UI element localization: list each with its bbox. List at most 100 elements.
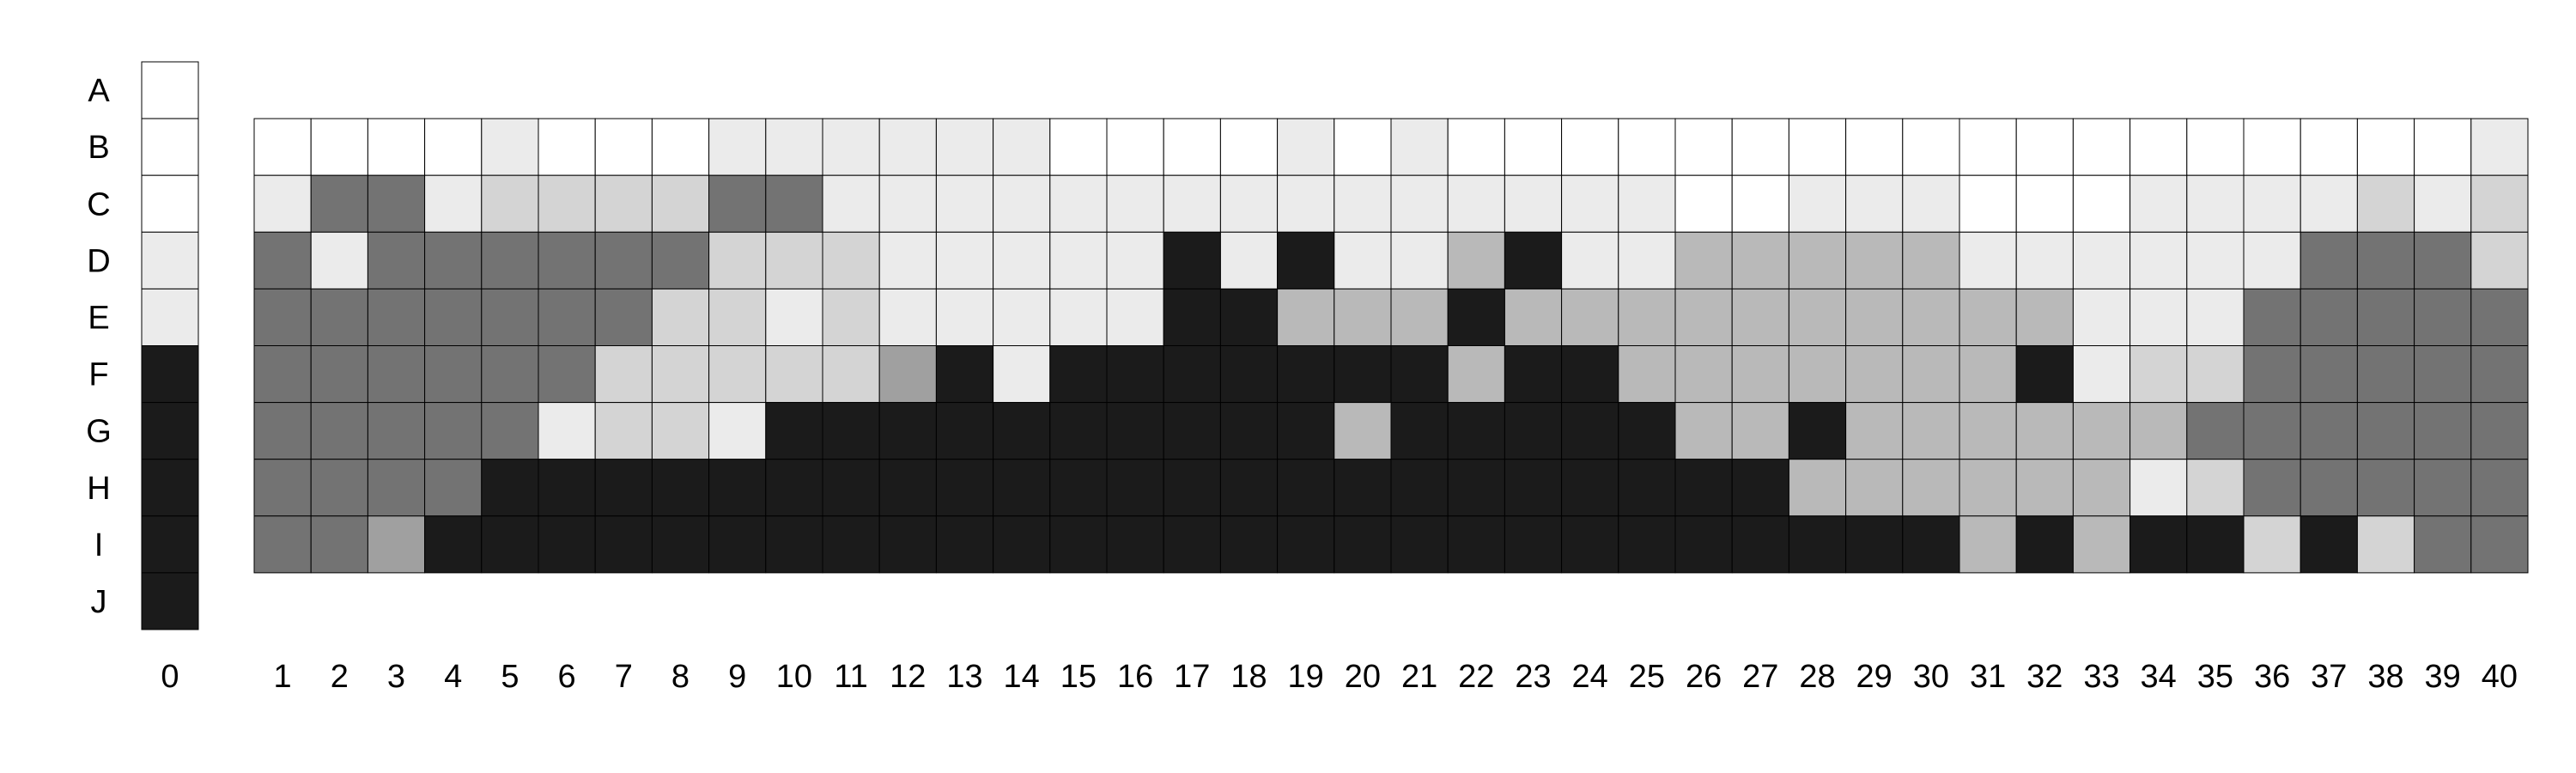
- heatmap-cell-C-40: [2470, 174, 2529, 233]
- heatmap-cell-G-40: [2470, 402, 2529, 460]
- col-label-7: 7: [615, 659, 633, 695]
- col-label-35: 35: [2197, 659, 2233, 695]
- heatmap-cell-C-1: [253, 174, 312, 233]
- heatmap-cell-D-39: [2414, 231, 2472, 289]
- heatmap-cell-E-23: [1504, 288, 1563, 346]
- heatmap-cell-C-17: [1163, 174, 1221, 233]
- heatmap-cell-E-36: [2243, 288, 2301, 346]
- col-label-19: 19: [1288, 659, 1324, 695]
- row-label-D: D: [87, 243, 110, 279]
- heatmap-cell-G-13: [935, 402, 994, 460]
- heatmap-cell-F-26: [1674, 345, 1733, 404]
- col-label-18: 18: [1230, 659, 1267, 695]
- col-label-15: 15: [1060, 659, 1097, 695]
- heatmap-cell-G-14: [993, 402, 1051, 460]
- heatmap-cell-E-6: [538, 288, 596, 346]
- heatmap-cell-H-38: [2356, 459, 2415, 517]
- row-label-G: G: [86, 414, 112, 450]
- heatmap-cell-C-6: [538, 174, 596, 233]
- heatmap-cell-G-25: [1618, 402, 1676, 460]
- col-label-38: 38: [2367, 659, 2403, 695]
- heatmap-cell-I-37: [2300, 515, 2358, 574]
- col-label-8: 8: [671, 659, 690, 695]
- heatmap-cell-G-32: [2015, 402, 2074, 460]
- heatmap-cell-G-4: [424, 402, 483, 460]
- heatmap-cell-D-30: [1902, 231, 1960, 289]
- heatmap-cell-H-12: [878, 459, 937, 517]
- heatmap-cell-F-33: [2072, 345, 2131, 404]
- heatmap-cell-I-40: [2470, 515, 2529, 574]
- heatmap-cell-C-5: [481, 174, 539, 233]
- heatmap-cell-C-33: [2072, 174, 2131, 233]
- heatmap-cell-D-19: [1277, 231, 1335, 289]
- heatmap-cell-E-33: [2072, 288, 2131, 346]
- legend-cell-A: [141, 61, 199, 119]
- heatmap-cell-C-2: [310, 174, 368, 233]
- heatmap-cell-C-11: [822, 174, 880, 233]
- heatmap-cell-B-36: [2243, 118, 2301, 176]
- heatmap-cell-C-20: [1334, 174, 1392, 233]
- heatmap-cell-F-8: [651, 345, 710, 404]
- heatmap-cell-G-18: [1219, 402, 1279, 460]
- heatmap-cell-I-8: [651, 515, 710, 574]
- heatmap-cell-I-13: [935, 515, 994, 574]
- col-label-40: 40: [2482, 659, 2518, 695]
- heatmap-cell-G-39: [2414, 402, 2472, 460]
- heatmap-cell-H-11: [822, 459, 880, 517]
- heatmap-cell-G-23: [1504, 402, 1563, 460]
- heatmap-cell-B-12: [878, 118, 937, 176]
- heatmap-cell-I-18: [1219, 515, 1279, 574]
- col-label-37: 37: [2311, 659, 2347, 695]
- heatmap-cell-B-5: [481, 118, 539, 176]
- heatmap-cell-C-27: [1731, 174, 1789, 233]
- heatmap-cell-H-17: [1163, 459, 1221, 517]
- heatmap-cell-G-12: [878, 402, 937, 460]
- heatmap-cell-H-27: [1731, 459, 1789, 517]
- heatmap-cell-B-13: [935, 118, 994, 176]
- heatmap-cell-B-2: [310, 118, 368, 176]
- heatmap-cell-I-15: [1049, 515, 1108, 574]
- heatmap-cell-D-21: [1390, 231, 1449, 289]
- heatmap-cell-E-37: [2300, 288, 2358, 346]
- col-label-24: 24: [1572, 659, 1608, 695]
- column-labels: 0 1 2 3 4 5 6 7 8 9 10 11 12 13 14 15 16 17 18 19 20 21 22 23 24…: [161, 659, 2518, 695]
- heatmap-cell-F-3: [367, 345, 426, 404]
- heatmap-cell-E-34: [2129, 288, 2188, 346]
- heatmap-cell-I-22: [1447, 515, 1505, 574]
- heatmap-cell-E-39: [2414, 288, 2472, 346]
- heatmap-cell-C-10: [765, 174, 823, 233]
- heatmap-cell-B-10: [765, 118, 823, 176]
- heatmap-cell-F-39: [2414, 345, 2472, 404]
- heatmap-cell-D-14: [993, 231, 1051, 289]
- heatmap-cell-E-28: [1788, 288, 1847, 346]
- heatmap-cell-F-17: [1163, 345, 1221, 404]
- heatmap-cell-B-20: [1334, 118, 1392, 176]
- heatmap-cell-I-26: [1674, 515, 1733, 574]
- heatmap-cell-B-29: [1845, 118, 1904, 176]
- heatmap-cell-I-10: [765, 515, 823, 574]
- heatmap-cell-C-38: [2356, 174, 2415, 233]
- row-label-F: F: [88, 357, 108, 393]
- heatmap-cell-D-33: [2072, 231, 2131, 289]
- heatmap-cell-F-13: [935, 345, 994, 404]
- heatmap-cell-E-5: [481, 288, 539, 346]
- heatmap-cell-E-38: [2356, 288, 2415, 346]
- heatmap-cell-D-31: [1959, 231, 2017, 289]
- heatmap-cell-I-29: [1845, 515, 1904, 574]
- col-label-32: 32: [2026, 659, 2063, 695]
- heatmap-cell-F-10: [765, 345, 823, 404]
- col-label-25: 25: [1629, 659, 1665, 695]
- heatmap-cell-C-22: [1447, 174, 1505, 233]
- heatmap-cell-H-10: [765, 459, 823, 517]
- heatmap-cell-E-30: [1902, 288, 1960, 346]
- heatmap-cell-B-26: [1674, 118, 1733, 176]
- heatmap-cell-I-19: [1277, 515, 1335, 574]
- heatmap-cell-H-21: [1390, 459, 1449, 517]
- heatmap-cell-D-40: [2470, 231, 2529, 289]
- col-label-10: 10: [776, 659, 812, 695]
- heatmap-cell-H-1: [253, 459, 312, 517]
- heatmap-cell-D-25: [1618, 231, 1676, 289]
- heatmap-cell-D-16: [1106, 231, 1164, 289]
- heatmap-cell-F-36: [2243, 345, 2301, 404]
